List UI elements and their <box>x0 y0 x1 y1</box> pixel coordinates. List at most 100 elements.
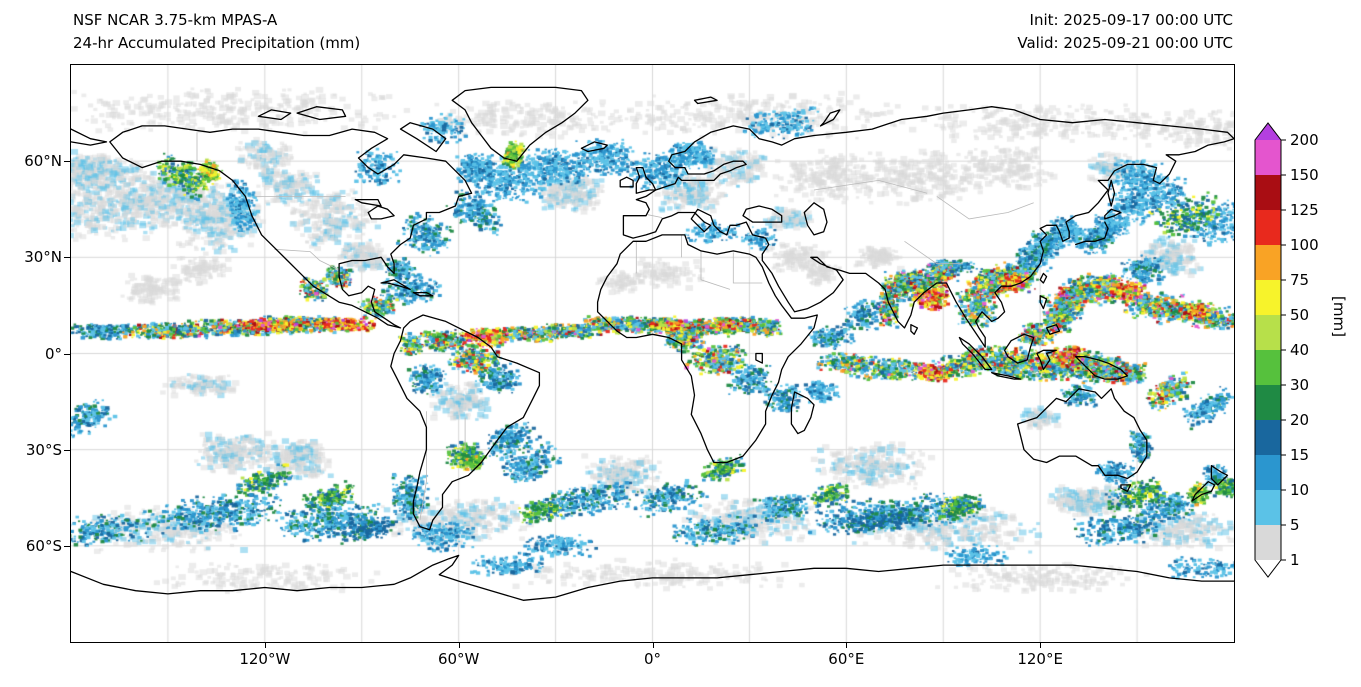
colorbar-segment <box>1255 280 1281 315</box>
colorbar-segment <box>1255 175 1281 210</box>
colorbar-tick-label: 40 <box>1290 341 1309 359</box>
valid-time: Valid: 2025-09-21 00:00 UTC <box>1017 34 1233 52</box>
colorbar-tick-label: 150 <box>1290 166 1319 184</box>
coastline <box>803 202 828 236</box>
lat-tick-mark <box>64 449 70 451</box>
colorbar-segment <box>1255 455 1281 490</box>
coastline <box>819 109 841 127</box>
coastline <box>596 234 818 464</box>
colorbar-segment <box>1255 140 1281 175</box>
lon-tick-120w: 120°W <box>239 650 291 668</box>
lon-tick-0: 0° <box>643 650 662 668</box>
coastline <box>580 141 608 153</box>
colorbar-tick-label: 75 <box>1290 271 1309 289</box>
coastline <box>1210 465 1229 486</box>
country-border <box>419 411 427 521</box>
coastline <box>1075 356 1129 380</box>
colorbar-under-arrow <box>1255 560 1281 577</box>
colorbar-segment <box>1255 350 1281 385</box>
colorbar-unit-label: [mm] <box>1330 296 1348 337</box>
lat-tick-0: 0° <box>44 344 62 363</box>
coastline <box>1104 208 1122 220</box>
model-name: NSF NCAR 3.75-km MPAS-A <box>73 11 278 29</box>
colorbar-segment <box>1255 525 1281 560</box>
coastline <box>622 106 1234 348</box>
colorbar-tick-label: 200 <box>1290 131 1319 149</box>
coastline <box>1120 484 1132 492</box>
lat-tick-mark <box>64 257 70 259</box>
coastline <box>1107 179 1116 207</box>
colorbar-segment <box>1255 210 1281 245</box>
coastline <box>296 106 347 121</box>
country-border <box>700 250 731 290</box>
coastline-overlay <box>71 86 1234 601</box>
country-border <box>647 214 663 218</box>
coastline <box>1039 272 1048 284</box>
colorbar-tick-label: 100 <box>1290 236 1319 254</box>
lon-tick-60e: 60°E <box>828 650 865 668</box>
colorbar-segment <box>1255 385 1281 420</box>
country-border <box>904 240 963 265</box>
coastline <box>1036 349 1057 371</box>
lat-tick-30n: 30°N <box>24 248 62 267</box>
lon-tick-mark <box>1040 643 1042 648</box>
coastline <box>412 291 434 297</box>
coastline <box>742 205 783 223</box>
country-border <box>936 196 1034 220</box>
coastline <box>1039 295 1048 310</box>
colorbar-segment <box>1255 315 1281 350</box>
colorbar-tick-label: 15 <box>1290 446 1309 464</box>
colorbar-tick-label: 1 <box>1290 551 1300 569</box>
lon-tick-mark <box>264 643 266 648</box>
colorbar: 200 150 125 100 75 50 40 30 20 15 10 5 1 <box>1254 122 1319 578</box>
coastline <box>693 96 718 105</box>
coastline <box>1075 221 1109 246</box>
coastline <box>991 372 1022 380</box>
coastline <box>451 86 589 162</box>
coastline <box>71 128 108 146</box>
lon-tick-120e: 120°E <box>1017 650 1063 668</box>
colorbar-segment <box>1255 420 1281 455</box>
lon-tick-mark <box>846 643 848 648</box>
colorbar-segment <box>1255 490 1281 525</box>
coastline <box>619 176 634 188</box>
coastline <box>354 198 382 207</box>
coastline <box>790 391 815 435</box>
colorbar-tick-label: 5 <box>1290 516 1300 534</box>
coastline <box>380 279 411 291</box>
colorbar-tick-label: 20 <box>1290 411 1309 429</box>
colorbar-tick-label: 10 <box>1290 481 1309 499</box>
country-border <box>274 248 340 271</box>
coastline <box>1191 481 1216 502</box>
coastline <box>910 324 919 335</box>
lon-tick-mark <box>652 643 654 648</box>
coastline <box>109 125 473 329</box>
lon-tick-mark <box>458 643 460 648</box>
plot-title: NSF NCAR 3.75-km MPAS-A 24-hr Accumulate… <box>73 9 360 55</box>
colorbar-segment <box>1255 245 1281 280</box>
lat-tick-60s: 60°S <box>25 536 62 555</box>
country-border <box>813 179 928 194</box>
coastline <box>399 122 447 153</box>
field-name: 24-hr Accumulated Precipitation (mm) <box>73 34 361 52</box>
lat-tick-30s: 30°S <box>25 440 62 459</box>
coastline <box>1045 324 1061 335</box>
lat-tick-mark <box>64 545 70 547</box>
run-times: Init: 2025-09-17 00:00 UTC Valid: 2025-0… <box>1017 9 1233 55</box>
lon-tick-60w: 60°W <box>437 650 480 668</box>
colorbar-tick-label: 30 <box>1290 376 1309 394</box>
coastline <box>257 109 292 121</box>
map-panel <box>70 64 1235 643</box>
coastline <box>755 352 763 364</box>
coastline <box>1003 333 1035 364</box>
coastline <box>71 554 1234 601</box>
colorbar-tick-label: 125 <box>1290 201 1319 219</box>
lat-tick-mark <box>64 353 70 355</box>
lat-tick-mark <box>64 161 70 163</box>
coastline <box>635 166 657 194</box>
colorbar-over-arrow <box>1255 123 1281 140</box>
init-time: Init: 2025-09-17 00:00 UTC <box>1029 11 1233 29</box>
coastline <box>390 314 541 531</box>
coastline <box>958 336 993 371</box>
